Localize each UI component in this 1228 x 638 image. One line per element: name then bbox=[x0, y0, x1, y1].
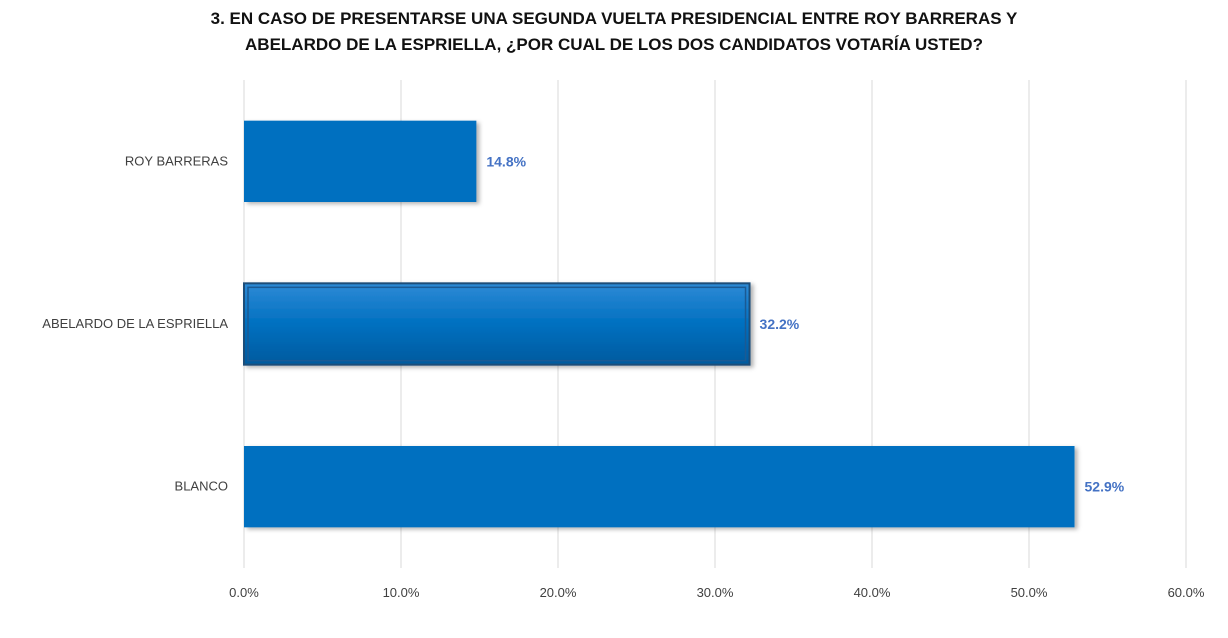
data-label: 32.2% bbox=[760, 316, 800, 332]
data-label: 14.8% bbox=[486, 153, 526, 169]
labels: 0.0% 10.0% 20.0% 30.0% 40.0% 50.0% 60.0% ROY BA… bbox=[42, 153, 1205, 600]
category-label: ABELARDO DE LA ESPRIELLA bbox=[42, 316, 228, 331]
x-tick-label: 30.0% bbox=[697, 585, 734, 600]
x-tick-label: 50.0% bbox=[1011, 585, 1048, 600]
data-label: 52.9% bbox=[1085, 479, 1125, 495]
bar bbox=[243, 282, 751, 366]
x-tick-label: 60.0% bbox=[1168, 585, 1205, 600]
chart-title: 3. EN CASO DE PRESENTARSE UNA SEGUNDA VU… bbox=[0, 6, 1228, 58]
x-tick-label: 0.0% bbox=[229, 585, 259, 600]
bar-bevel bbox=[247, 286, 747, 362]
chart-title-line-1: 3. EN CASO DE PRESENTARSE UNA SEGUNDA VU… bbox=[210, 9, 1018, 28]
bar bbox=[244, 446, 1075, 528]
x-tick-label: 10.0% bbox=[383, 585, 420, 600]
category-label: ROY BARRERAS bbox=[125, 153, 228, 168]
x-tick-label: 40.0% bbox=[854, 585, 891, 600]
chart-title-line-2: ABELARDO DE LA ESPRIELLA, ¿POR CUAL DE L… bbox=[245, 35, 983, 54]
x-tick-label: 20.0% bbox=[540, 585, 577, 600]
category-label: BLANCO bbox=[175, 479, 228, 494]
bar bbox=[244, 120, 477, 202]
bars bbox=[243, 120, 1075, 528]
